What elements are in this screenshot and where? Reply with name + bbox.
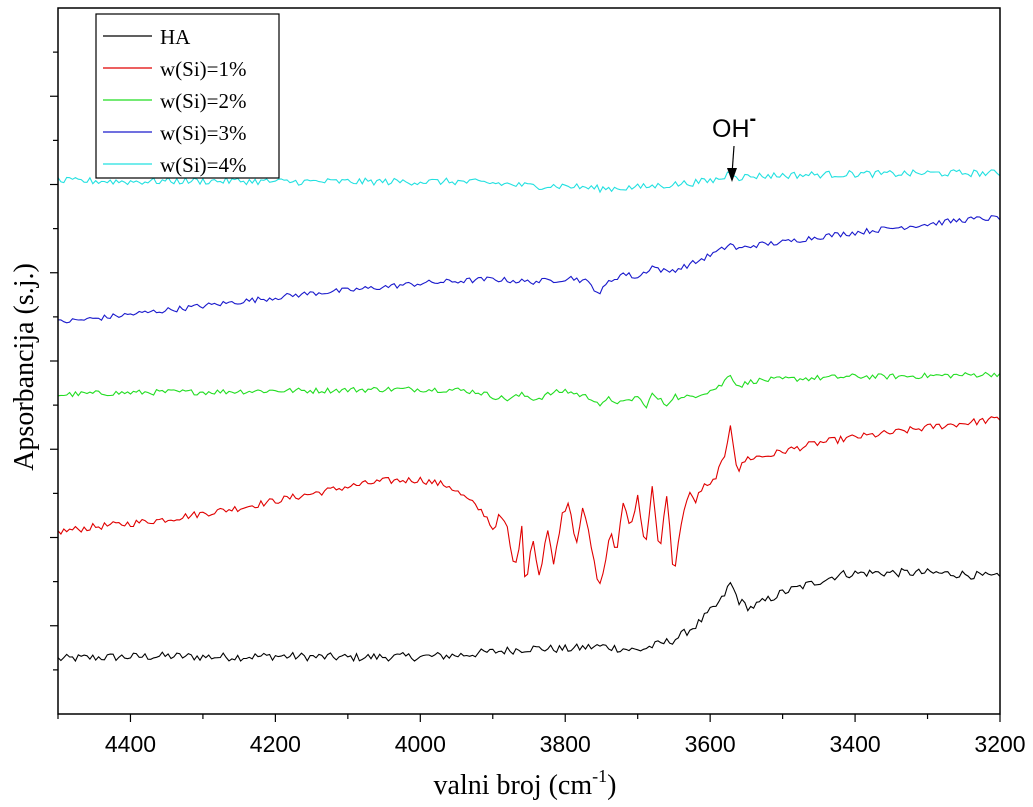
series-line-2 <box>57 371 1001 409</box>
series-line-1 <box>57 416 1001 585</box>
series-line-3 <box>57 215 1001 324</box>
y-axis-ticks <box>50 51 58 671</box>
legend: HA w(Si)=1% w(Si)=2% w(Si)=3% w(Si)=4% <box>95 13 280 179</box>
legend-label: w(Si)=2% <box>160 89 247 113</box>
x-tick-label: 3200 <box>974 731 1025 757</box>
plot-frame <box>57 7 1001 715</box>
annotation-arrow-head <box>727 168 737 182</box>
legend-label: w(Si)=1% <box>160 57 247 81</box>
x-tick-label: 4400 <box>105 731 156 757</box>
y-axis-label: Apsorbancija (s.j.) <box>9 263 40 471</box>
annotation-sup: - <box>750 108 757 130</box>
series-line-4 <box>57 169 1001 194</box>
x-tick-label: 3800 <box>540 731 591 757</box>
x-tick-label: 4000 <box>395 731 446 757</box>
x-axis-label: valni broj (cm-1) <box>434 766 617 801</box>
legend-label: w(Si)=3% <box>160 121 247 145</box>
legend-items: HA w(Si)=1% w(Si)=2% w(Si)=3% w(Si)=4% <box>103 25 247 177</box>
legend-label: HA <box>160 25 191 49</box>
series-line-0 <box>57 567 1001 663</box>
legend-label: w(Si)=4% <box>160 153 247 177</box>
x-axis-ticks: 4400 4200 4000 3800 3600 3400 3200 <box>57 714 1026 757</box>
x-tick-label: 3400 <box>829 731 880 757</box>
annotation-main: OH <box>712 115 750 143</box>
x-tick-label: 4200 <box>250 731 301 757</box>
oh-annotation: OH- <box>712 108 756 182</box>
x-tick-label: 3600 <box>685 731 736 757</box>
legend-box <box>95 13 280 179</box>
annotation-label: OH- <box>712 108 756 143</box>
series-layer <box>57 169 1001 663</box>
